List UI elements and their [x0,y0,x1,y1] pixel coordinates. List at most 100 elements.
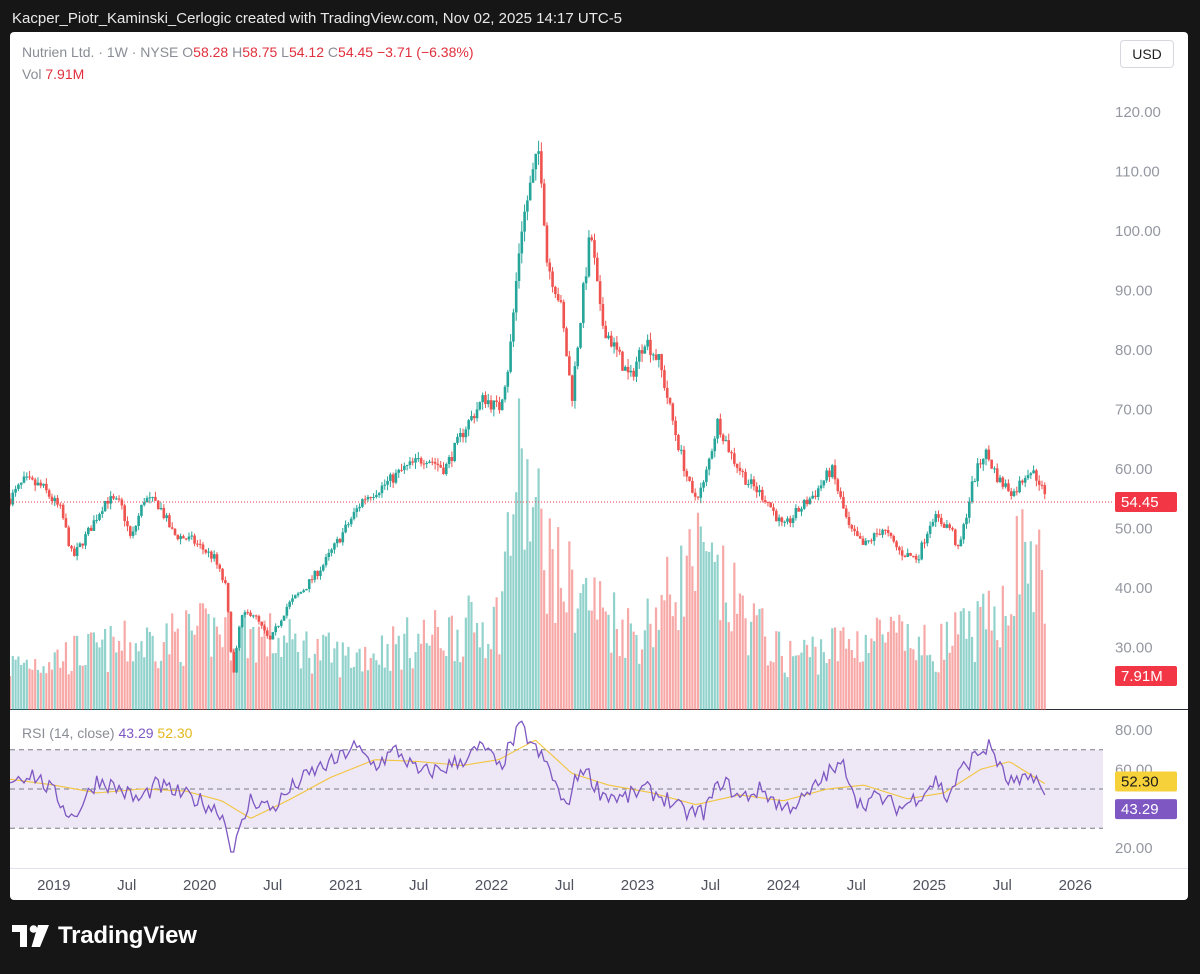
volume-bar [671,616,674,710]
candle-body [453,442,456,461]
candle-body [601,304,605,326]
tradingview-logo-icon [12,925,49,947]
volume-bar [682,616,686,710]
candle-body [744,471,747,485]
volume-bar [777,631,781,710]
volume-bar [176,628,179,710]
candle-body [766,501,770,503]
volume-bar [232,648,235,710]
candle-body [375,495,378,497]
volume-bar [797,655,800,710]
volume-bar [1035,544,1038,710]
candle-body [847,516,851,526]
volume-bar [92,632,96,710]
candle-body [705,469,708,483]
volume-bar [296,651,300,710]
volume-bar [218,634,221,710]
candle-body [397,469,401,473]
volume-bar [803,639,806,710]
volume-bar [635,635,638,710]
candle-body [201,544,205,550]
candle-body [945,524,949,528]
candle-body [786,518,789,522]
candle-body [1004,483,1007,487]
candle-body [187,536,191,540]
open-value: 58.28 [193,44,229,60]
candle-body [184,538,188,540]
candle-body [828,470,831,478]
candle-body [858,536,862,539]
volume-bar [987,590,990,710]
candle-body [151,496,154,498]
volume-bar [355,652,358,710]
candle-body [285,606,289,616]
currency-button[interactable]: USD [1120,40,1174,68]
volume-bar [867,653,870,710]
volume-bar [406,617,409,710]
volume-bar [545,613,549,710]
candle-body [372,496,375,498]
candle-body [198,543,202,545]
volume-bar [699,526,702,710]
candle-body [176,534,180,540]
volume-bar [302,640,305,710]
high-value: 58.75 [242,44,278,60]
volume-bar [274,653,277,710]
volume-bar [825,663,828,710]
candle-body [671,403,675,421]
candle-body [520,231,524,254]
candle-body [643,346,647,354]
volume-bar [607,614,610,710]
candle-body [523,211,526,232]
tradingview-logo[interactable]: TradingView [12,922,197,950]
volume-bar [649,623,652,710]
volume-bar [917,636,921,710]
chart-canvas[interactable]: 120.00 110.00 100.00 90.00 80.00 70.00 60.00 50… [10,32,1188,900]
candle-body [953,529,957,545]
volume-bar [151,635,154,710]
volume-bar [677,630,680,710]
candle-body [867,540,870,542]
chart-frame[interactable]: 120.00 110.00 100.00 90.00 80.00 70.00 60.00 50… [10,32,1188,900]
candle-body [467,420,470,430]
candle-body [654,354,658,360]
volume-bar [120,650,123,710]
volume-bar [744,618,747,710]
volume-bar [106,671,109,710]
candle-body [221,568,224,581]
volume-bar [1021,509,1024,710]
volume-bar [1004,615,1007,710]
volume-bar [53,652,56,710]
candle-body [719,418,722,435]
candle-body [596,257,599,282]
volume-bar [819,639,823,710]
volume-bar [931,661,935,710]
candle-body [447,457,451,464]
candle-body [1012,491,1016,496]
volume-bar [716,554,719,710]
candle-body [425,462,429,464]
volume-bar [25,659,28,710]
candle-body [279,620,283,626]
volume-bar [1043,623,1046,710]
candle-body [338,539,342,543]
volume-bar [154,661,157,710]
candle-body [811,495,814,499]
volume-bar [945,621,948,710]
candles [10,140,1047,673]
candle-body [691,480,694,493]
candle-body [830,465,834,478]
price-axis-label: 60.00 [1115,461,1153,478]
candle-body [212,554,216,559]
volume-bar [352,666,356,710]
volume-bar [285,642,288,710]
volume-bar [380,635,384,710]
volume-bar [263,620,266,710]
candle-body [629,370,633,373]
volume-bar [280,656,283,710]
candle-body [117,498,121,500]
candle-body [576,347,580,367]
candle-body [738,467,742,472]
candle-body [229,611,233,652]
volume-bars [10,398,1046,710]
